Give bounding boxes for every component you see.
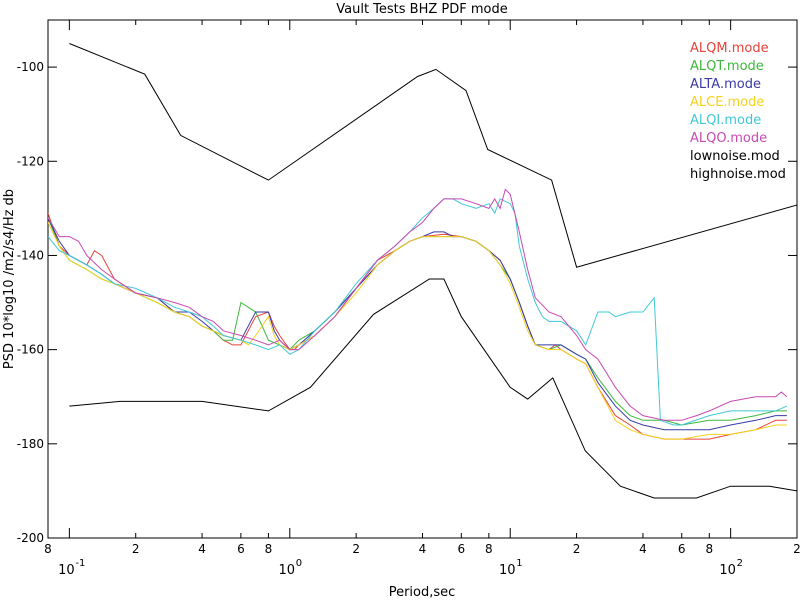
x-minor-tick-label: 6	[237, 542, 245, 556]
series-line-alta-mode	[48, 217, 787, 431]
series-line-alqt-mode	[48, 217, 787, 426]
x-minor-tick-label: 4	[198, 542, 206, 556]
legend-entry: ALCE.mode	[690, 95, 764, 110]
y-tick-label: -140	[17, 248, 44, 262]
y-tick-label: -100	[17, 60, 44, 74]
x-minor-tick-label: 6	[678, 542, 686, 556]
legend-entry: ALQM.mode	[690, 41, 769, 56]
x-major-tick-exp: 2	[737, 558, 743, 569]
x-major-tick-base: 10	[719, 563, 736, 578]
series-line-alce-mode	[48, 222, 787, 440]
x-major-tick-exp: 1	[516, 558, 522, 569]
y-tick-label: -120	[17, 154, 44, 168]
series-line-alqm-mode	[48, 212, 787, 440]
legend-entry: ALQI.mode	[690, 113, 761, 128]
x-minor-tick-label: 4	[419, 542, 427, 556]
x-minor-tick-label: 2	[352, 542, 360, 556]
series-line-alqi-mode	[48, 198, 788, 426]
chart-title: Vault Tests BHZ PDF mode	[336, 2, 508, 17]
series-line-alqo-mode	[48, 188, 788, 421]
x-minor-tick-label: 2	[132, 542, 140, 556]
x-major-tick-base: 10	[499, 563, 516, 578]
x-minor-tick-label: 8	[705, 542, 713, 556]
x-minor-tick-label: 8	[44, 542, 52, 556]
x-major-tick-base: 10	[279, 563, 296, 578]
legend-entry: ALQT.mode	[690, 59, 764, 74]
series-line-lownoise-mod	[69, 278, 797, 499]
legend-entry: ALQO.mode	[690, 131, 767, 146]
x-axis-label: Period,sec	[389, 585, 456, 600]
series-layer	[48, 43, 797, 499]
x-minor-tick-label: 8	[485, 542, 493, 556]
legend-entry: ALTA.mode	[690, 77, 761, 92]
x-minor-tick-label: 2	[793, 542, 800, 556]
x-major-tick-exp: -1	[75, 558, 85, 569]
y-tick-label: -200	[17, 531, 44, 545]
x-minor-tick-label: 2	[573, 542, 581, 556]
legend-entry: highnoise.mod	[690, 167, 786, 182]
x-minor-tick-label: 6	[457, 542, 465, 556]
x-major-tick-exp: 0	[296, 558, 302, 569]
legend-entry: lownoise.mod	[690, 149, 780, 164]
series-line-highnoise-mod	[69, 43, 797, 268]
legend: ALQM.mode ALQT.mode ALTA.mode ALCE.mode ALQI…	[690, 41, 786, 182]
y-axis-label: PSD 10*log10 /m2/s4/Hz db	[2, 189, 17, 369]
x-minor-tick-label: 4	[639, 542, 647, 556]
y-tick-label: -160	[17, 343, 44, 357]
y-tick-label: -180	[17, 437, 44, 451]
plot-frame	[47, 19, 798, 539]
x-major-tick-base: 10	[58, 563, 75, 578]
x-minor-tick-label: 8	[265, 542, 273, 556]
